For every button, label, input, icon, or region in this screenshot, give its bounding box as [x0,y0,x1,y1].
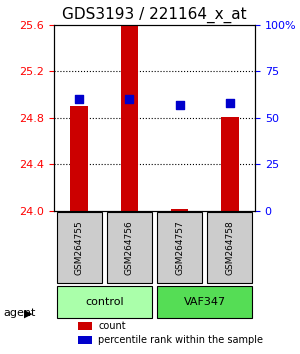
Bar [121,25,138,211]
FancyBboxPatch shape [107,212,152,284]
Point [77,96,82,102]
FancyBboxPatch shape [207,212,253,284]
Text: agent: agent [3,308,35,318]
Point [127,96,132,102]
Bar [171,210,188,211]
Bar [78,322,92,330]
Text: count: count [98,321,126,331]
Text: GSM264755: GSM264755 [75,221,84,275]
Text: GSM264757: GSM264757 [175,221,184,275]
FancyBboxPatch shape [56,286,152,318]
Bar [78,336,92,344]
Bar [70,106,88,211]
FancyBboxPatch shape [157,286,253,318]
Point [227,100,232,105]
Text: percentile rank within the sample: percentile rank within the sample [98,335,263,345]
Title: GDS3193 / 221164_x_at: GDS3193 / 221164_x_at [62,7,247,23]
FancyBboxPatch shape [56,212,102,284]
Text: control: control [85,297,124,307]
Text: GSM264756: GSM264756 [125,221,134,275]
Text: GSM264758: GSM264758 [225,221,234,275]
Point [177,102,182,108]
Bar [221,116,239,211]
FancyBboxPatch shape [157,212,202,284]
Text: ▶: ▶ [24,308,32,318]
Text: VAF347: VAF347 [184,297,226,307]
